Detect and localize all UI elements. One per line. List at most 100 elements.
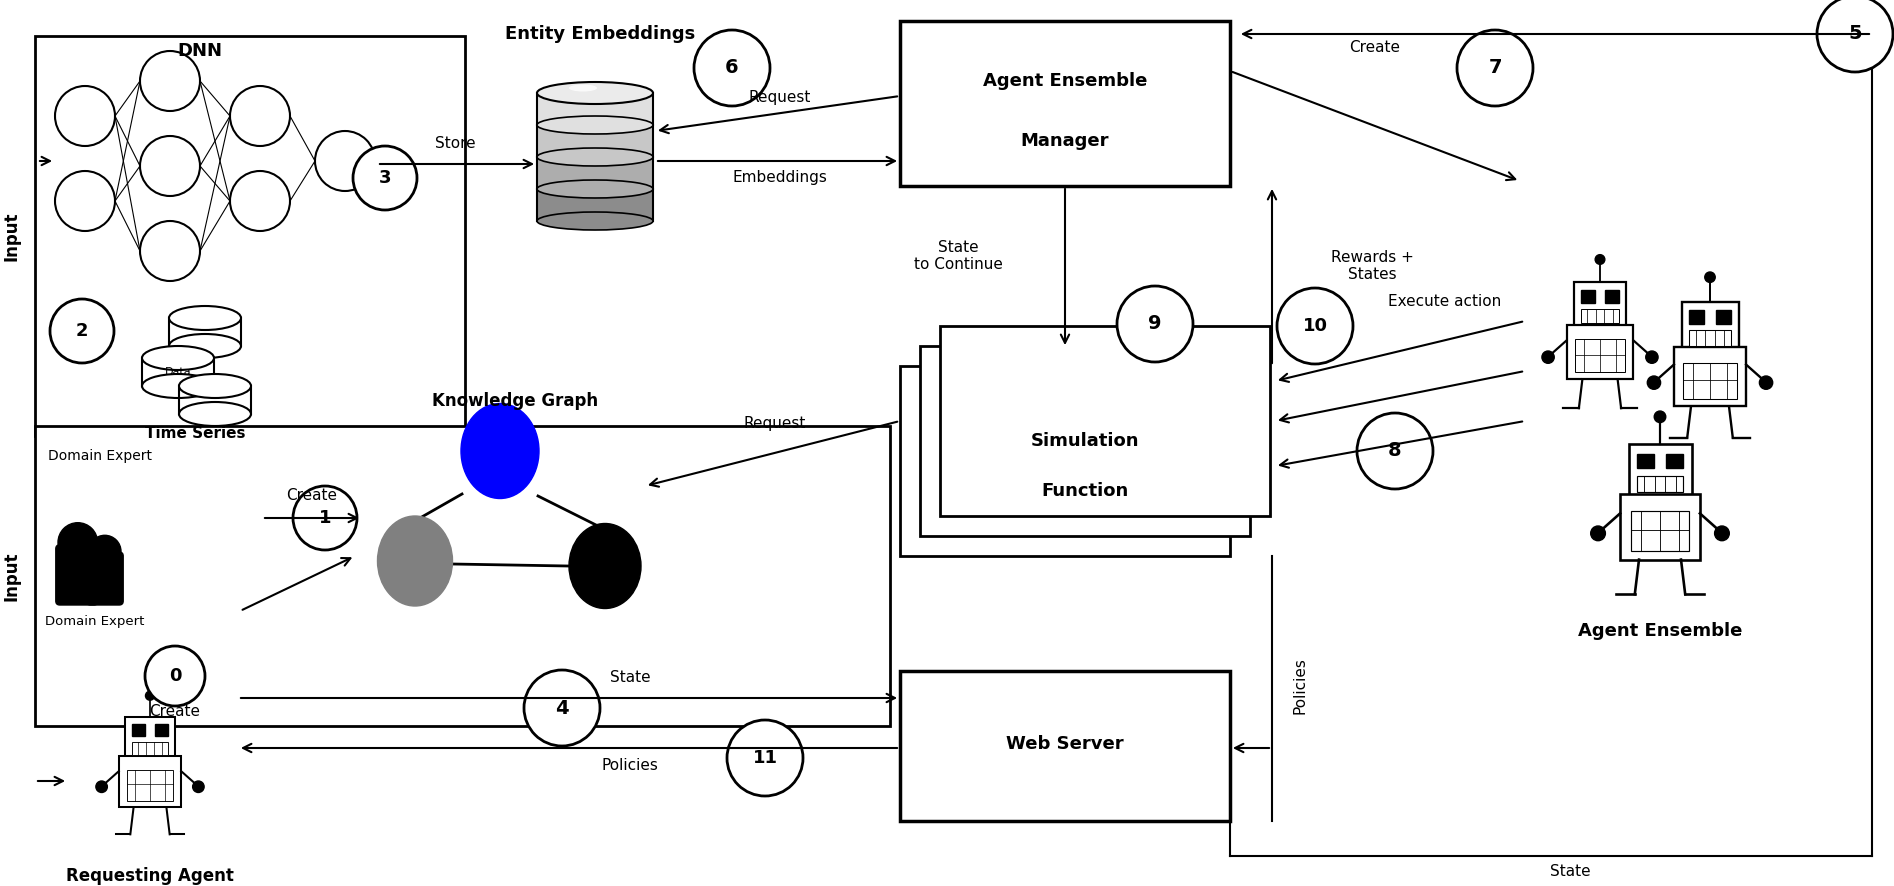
Ellipse shape [538,116,653,134]
Text: 8: 8 [1388,441,1402,461]
Text: Time Series: Time Series [144,426,244,441]
Text: Domain Expert: Domain Expert [47,449,152,463]
Circle shape [229,86,290,146]
Text: Request: Request [748,90,811,105]
Circle shape [352,146,417,210]
Bar [133,725,146,736]
Text: Policies: Policies [1292,657,1307,714]
Text: DNN: DNN [178,42,222,60]
Circle shape [1591,526,1606,540]
Bar [900,21,1229,186]
Bar [1682,302,1739,349]
Text: 10: 10 [1303,317,1328,335]
Bar [1581,291,1595,303]
Bar [127,770,172,801]
Circle shape [140,136,201,196]
Text: State: State [1549,864,1591,879]
Text: Simulation: Simulation [1030,432,1140,450]
Circle shape [1714,526,1729,540]
Text: Function: Function [1042,482,1129,500]
Text: 11: 11 [752,749,778,767]
Text: Input: Input [4,551,21,601]
Bar [1581,308,1619,323]
Text: 1: 1 [318,509,331,527]
Circle shape [49,299,114,363]
Text: Agent Ensemble: Agent Ensemble [1578,622,1742,640]
Text: Entity Embeddings: Entity Embeddings [506,25,695,43]
Circle shape [1816,0,1892,72]
Text: 6: 6 [725,58,739,77]
Text: Manager: Manager [1021,132,1110,150]
Circle shape [89,535,121,568]
Ellipse shape [169,306,241,330]
Ellipse shape [377,516,453,606]
Bar [133,742,169,755]
Bar [1574,283,1627,326]
Bar [1674,347,1746,407]
Bar [1629,444,1691,496]
Circle shape [55,171,116,231]
Bar [1667,454,1684,468]
Text: 7: 7 [1489,58,1502,77]
Ellipse shape [538,180,653,198]
FancyBboxPatch shape [55,545,98,605]
Ellipse shape [169,334,241,358]
Bar [169,318,241,346]
Text: State: State [610,671,650,686]
Text: Create: Create [286,488,337,503]
Circle shape [140,51,201,111]
Ellipse shape [538,212,653,230]
Bar [142,358,214,386]
Text: State
to Continue: State to Continue [913,240,1002,272]
Circle shape [1648,376,1661,389]
Bar [1636,476,1684,493]
Bar [1689,310,1705,323]
Text: Data: Data [165,367,191,377]
Text: Request: Request [744,416,807,431]
Text: 9: 9 [1148,315,1161,333]
Ellipse shape [568,524,640,609]
Ellipse shape [180,374,252,398]
Circle shape [294,486,356,550]
Bar [538,157,653,189]
Bar [1716,310,1731,323]
Bar [1576,338,1625,372]
Text: 0: 0 [169,667,182,685]
Text: Agent Ensemble: Agent Ensemble [983,72,1148,90]
Circle shape [146,646,205,706]
Text: Create: Create [150,703,201,719]
Bar [900,366,1229,556]
Circle shape [1653,411,1667,423]
Bar [1566,324,1633,379]
Bar [538,125,653,157]
Bar [1619,494,1701,560]
Circle shape [97,781,108,792]
Circle shape [59,523,98,563]
Text: Knowledge Graph: Knowledge Graph [432,392,599,410]
Bar [34,36,466,436]
Text: Embeddings: Embeddings [733,170,828,185]
Circle shape [1356,413,1434,489]
Ellipse shape [568,84,597,91]
Text: 2: 2 [76,322,89,340]
Bar [125,717,174,758]
Circle shape [55,86,116,146]
Circle shape [314,131,375,191]
FancyBboxPatch shape [87,552,123,605]
Circle shape [727,720,803,796]
Bar [939,326,1271,516]
Bar [538,189,653,221]
Text: Rewards +
States: Rewards + States [1331,250,1413,283]
Ellipse shape [460,403,540,499]
Bar [1636,454,1653,468]
Bar [155,725,169,736]
Bar [1631,511,1689,551]
Circle shape [1646,351,1657,363]
Circle shape [1595,254,1604,264]
Bar [180,386,252,414]
Bar [1689,330,1731,346]
Ellipse shape [538,82,653,104]
Circle shape [1760,376,1773,389]
Text: Execute action: Execute action [1388,293,1502,308]
Circle shape [1705,272,1716,283]
